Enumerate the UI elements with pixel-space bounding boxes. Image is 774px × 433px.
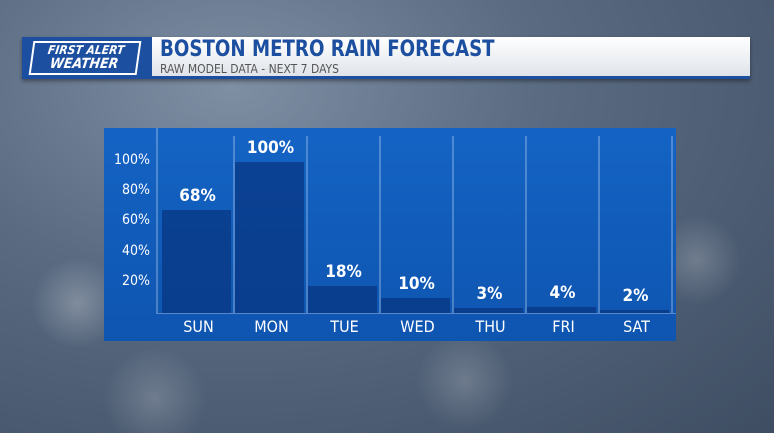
y-tick-label: 100%: [113, 152, 150, 168]
chart-panel: 20% 40% 60% 80% 100% 68% SUN 100% MON 18% TUE 10% W…: [104, 128, 676, 341]
first-alert-weather-logo: FIRST ALERT WEATHER: [22, 37, 148, 79]
baseline: [156, 313, 676, 314]
day-column-sun: 68%: [162, 136, 235, 313]
x-tick-label: SUN: [183, 317, 214, 336]
value-label: 18%: [325, 261, 362, 282]
day-column-mon: 100%: [235, 136, 308, 313]
value-label: 100%: [246, 138, 295, 158]
x-tick-label: MON: [254, 317, 289, 336]
logo-line2: WEATHER: [48, 56, 120, 72]
bar-wed: [381, 297, 450, 313]
x-tick-label: THU: [475, 317, 506, 336]
bar-tue: [308, 285, 377, 313]
value-label: 3%: [476, 284, 503, 305]
value-label: 68%: [179, 186, 216, 207]
bar-sat: [600, 309, 669, 313]
x-tick-label: SAT: [623, 317, 650, 336]
bar-fri: [527, 306, 596, 313]
x-tick-label: TUE: [330, 317, 359, 336]
value-label: 4%: [549, 282, 576, 303]
y-tick-label: 60%: [122, 212, 150, 229]
y-tick-label: 80%: [122, 182, 150, 199]
day-column-thu: 3%: [454, 136, 527, 313]
y-axis: 20% 40% 60% 80% 100%: [104, 128, 158, 313]
page-subtitle: RAW MODEL DATA - NEXT 7 DAYS: [160, 62, 339, 76]
logo-line1: FIRST ALERT: [46, 43, 126, 57]
value-label: 2%: [622, 285, 649, 306]
day-column-tue: 18%: [308, 136, 381, 313]
y-tick-label: 20%: [122, 272, 150, 289]
day-column-wed: 10%: [381, 136, 454, 313]
page-title: BOSTON METRO RAIN FORECAST: [160, 37, 495, 62]
y-tick-label: 40%: [122, 242, 150, 259]
day-column-fri: 4%: [527, 136, 600, 313]
x-tick-label: FRI: [552, 317, 575, 336]
day-column-sat: 2%: [600, 136, 673, 313]
value-label: 10%: [398, 273, 435, 294]
bar-mon: [235, 162, 304, 313]
header-banner: FIRST ALERT WEATHER BOSTON METRO RAIN FOR…: [22, 37, 750, 79]
x-tick-label: WED: [400, 317, 435, 336]
bar-sun: [162, 210, 231, 313]
bar-thu: [454, 308, 523, 313]
